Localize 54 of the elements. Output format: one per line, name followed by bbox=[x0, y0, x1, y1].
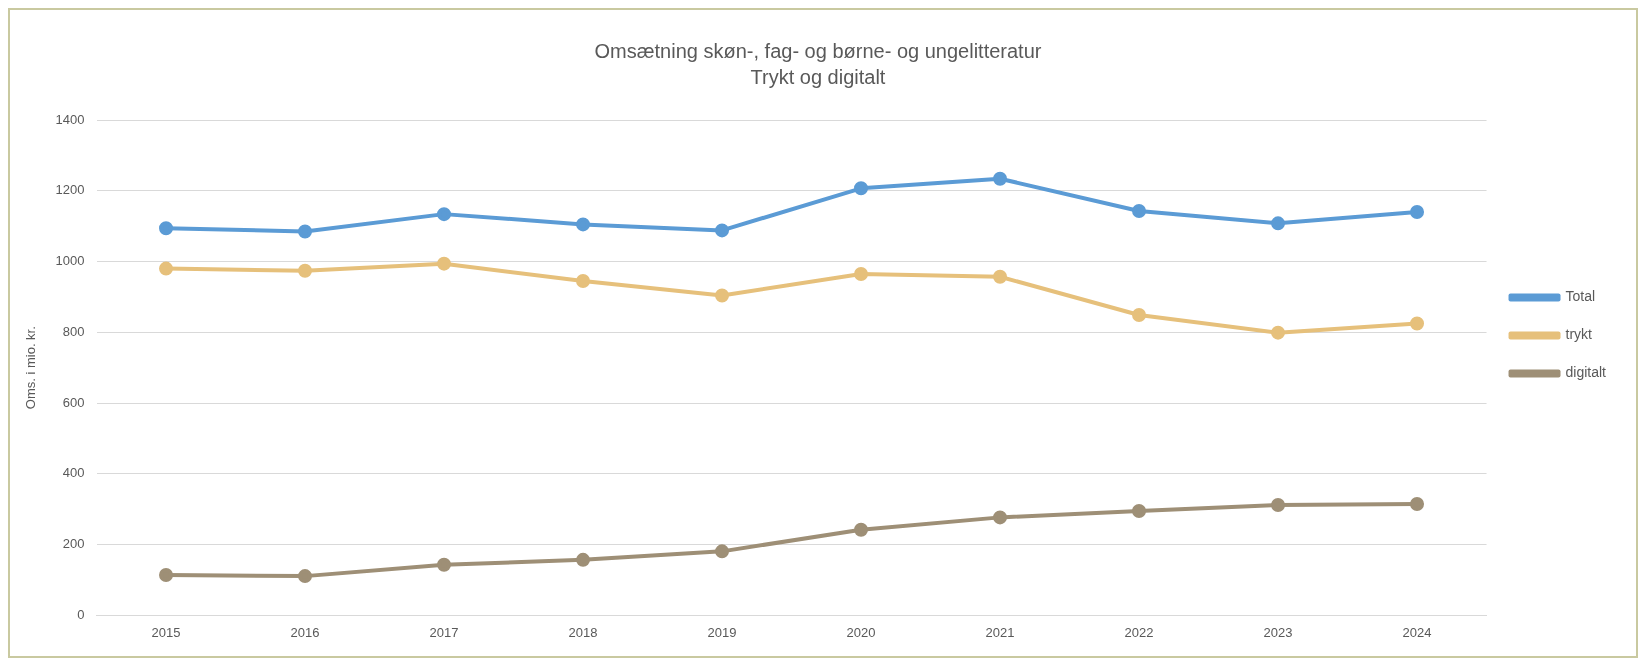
x-tick-label: 2018 bbox=[568, 624, 598, 640]
point bbox=[298, 263, 313, 278]
y-axis-title: Oms. i mio. kr. bbox=[23, 326, 39, 410]
point bbox=[993, 510, 1008, 525]
point bbox=[1410, 205, 1425, 219]
point bbox=[159, 261, 174, 276]
point bbox=[1271, 498, 1286, 512]
x-tick-label: 2021 bbox=[985, 624, 1015, 640]
x-tick-label: 2019 bbox=[707, 624, 737, 640]
y-tick-label: 1000 bbox=[55, 253, 85, 269]
y-tick-label: 800 bbox=[62, 323, 85, 339]
point bbox=[715, 288, 730, 303]
chart-subtitle: Trykt og digitalt bbox=[750, 65, 886, 88]
point bbox=[576, 552, 591, 567]
x-tick-label: 2015 bbox=[151, 624, 181, 640]
point bbox=[854, 522, 869, 537]
point bbox=[715, 223, 730, 238]
point bbox=[1410, 316, 1425, 331]
point bbox=[1271, 325, 1286, 340]
y-tick-label: 200 bbox=[62, 536, 85, 552]
point bbox=[437, 557, 452, 572]
y-tick-label: 1400 bbox=[55, 111, 85, 127]
x-tick-label: 2020 bbox=[846, 624, 876, 640]
chart-title: Omsætning skøn-, fag- og børne- og ungelitteratur bbox=[594, 39, 1042, 62]
point bbox=[1132, 203, 1147, 218]
x-tick-label: 2017 bbox=[429, 624, 459, 640]
x-tick-label: 2022 bbox=[1124, 624, 1154, 640]
point bbox=[576, 217, 591, 232]
y-tick-label: 0 bbox=[77, 606, 85, 622]
point bbox=[854, 266, 869, 281]
point bbox=[437, 207, 452, 222]
point bbox=[437, 256, 452, 271]
point bbox=[576, 274, 591, 289]
point bbox=[993, 269, 1008, 284]
x-tick-label: 2024 bbox=[1402, 624, 1432, 640]
point bbox=[1410, 496, 1425, 511]
point bbox=[298, 569, 313, 584]
point bbox=[298, 224, 313, 239]
legend-label: trykt bbox=[1565, 326, 1593, 343]
point bbox=[159, 568, 174, 583]
point bbox=[159, 221, 174, 236]
legend-label: digitalt bbox=[1565, 364, 1607, 381]
x-tick-label: 2016 bbox=[290, 624, 320, 640]
y-tick-label: 1200 bbox=[55, 182, 85, 198]
point bbox=[993, 171, 1008, 186]
y-tick-label: 600 bbox=[62, 394, 85, 410]
point bbox=[1271, 216, 1286, 231]
point bbox=[1132, 504, 1147, 519]
point bbox=[715, 544, 730, 559]
legend-label: Total bbox=[1565, 288, 1596, 305]
x-tick-label: 2023 bbox=[1263, 624, 1293, 640]
point bbox=[1132, 307, 1147, 322]
y-tick-label: 400 bbox=[62, 465, 85, 481]
point bbox=[854, 181, 869, 196]
